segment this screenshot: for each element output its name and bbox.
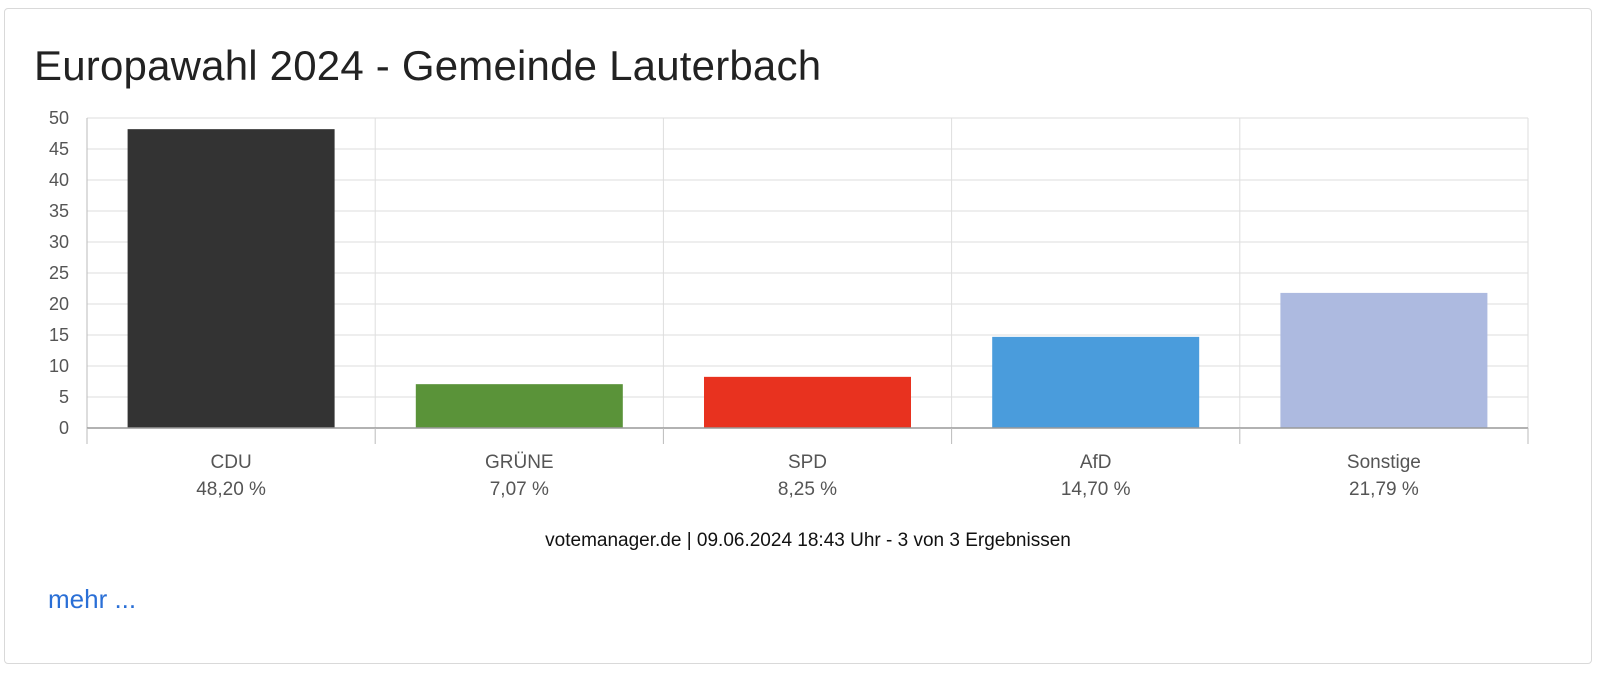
- x-tick-label: Sonstige: [1347, 452, 1421, 473]
- data-label: 7,07 %: [490, 479, 549, 500]
- y-tick-label: 25: [49, 263, 69, 283]
- y-tick-label: 35: [49, 201, 69, 221]
- y-tick-label: 5: [59, 387, 69, 407]
- bar-chart: 0 5 10 15 20 25 30 35 40 45 50 CDU 48,20 % GRÜNE 7,07 …: [49, 108, 1529, 500]
- data-label: 48,20 %: [196, 479, 266, 500]
- page-title: Europawahl 2024 - Gemeinde Lauterbach: [34, 42, 822, 89]
- x-tick-label: SPD: [788, 452, 827, 473]
- bar-spd: [704, 376, 911, 428]
- bar-grüne: [415, 384, 623, 428]
- y-tick-label: 15: [49, 325, 69, 345]
- x-tick-label: GRÜNE: [485, 452, 554, 473]
- more-link[interactable]: mehr ...: [48, 584, 137, 614]
- y-tick-label: 40: [49, 170, 69, 190]
- bar-cdu: [127, 129, 335, 428]
- data-label: 14,70 %: [1061, 479, 1131, 500]
- y-tick-label: 30: [49, 232, 69, 252]
- y-tick-label: 0: [59, 418, 69, 438]
- y-tick-label: 10: [49, 356, 69, 376]
- bar-sonstige: [1280, 292, 1488, 428]
- y-tick-label: 50: [49, 108, 69, 128]
- y-tick-label: 45: [49, 139, 69, 159]
- data-label: 8,25 %: [778, 479, 837, 500]
- bar-afd: [992, 336, 1200, 428]
- x-tick-label: CDU: [211, 452, 252, 473]
- data-label: 21,79 %: [1349, 479, 1419, 500]
- y-tick-label: 20: [49, 294, 69, 314]
- x-tick-label: AfD: [1080, 452, 1112, 473]
- source-line: votemanager.de | 09.06.2024 18:43 Uhr - …: [545, 530, 1071, 551]
